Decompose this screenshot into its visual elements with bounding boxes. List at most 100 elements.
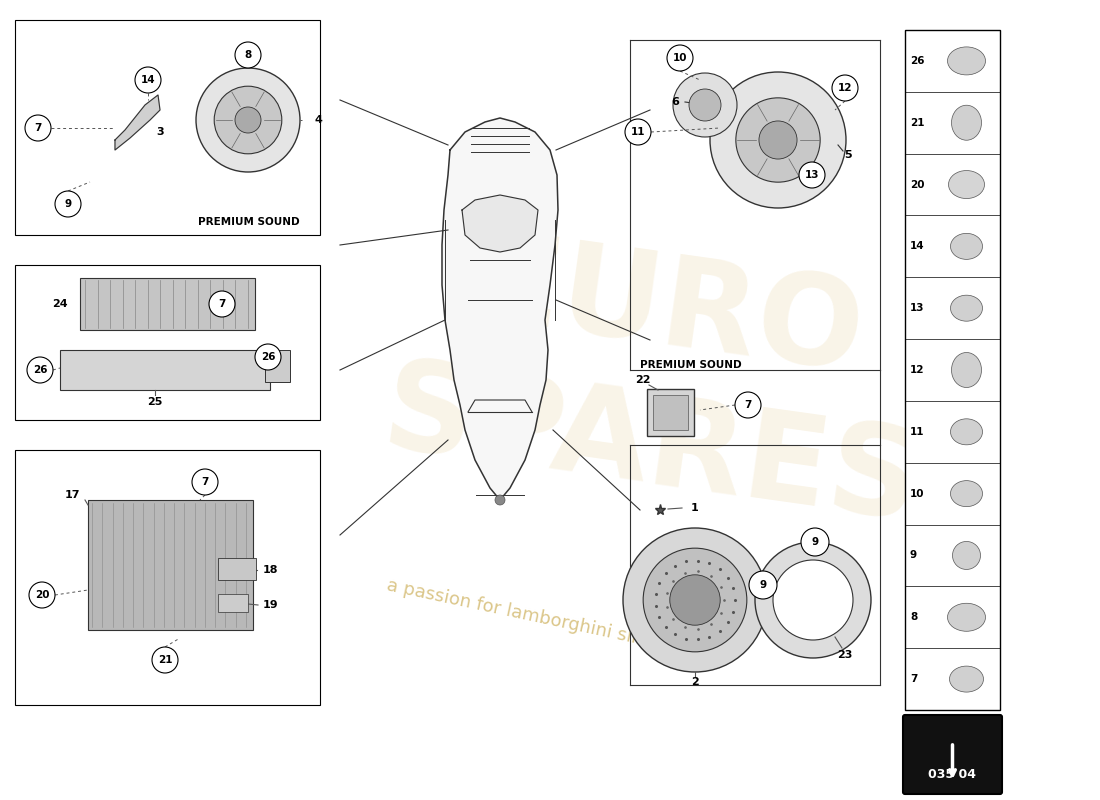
Circle shape	[670, 574, 720, 626]
Text: PREMIUM SOUND: PREMIUM SOUND	[640, 360, 741, 370]
Circle shape	[673, 73, 737, 137]
FancyBboxPatch shape	[218, 594, 248, 612]
Circle shape	[749, 571, 777, 599]
Circle shape	[192, 469, 218, 495]
Text: 18: 18	[262, 565, 277, 575]
Text: 7: 7	[201, 477, 209, 487]
Text: EURO
SPARES: EURO SPARES	[375, 214, 945, 546]
Text: 7: 7	[34, 123, 42, 133]
Circle shape	[196, 68, 300, 172]
Circle shape	[832, 75, 858, 101]
Text: 3: 3	[156, 127, 164, 137]
Polygon shape	[442, 118, 558, 500]
Circle shape	[710, 72, 846, 208]
Text: 7: 7	[218, 299, 226, 309]
FancyBboxPatch shape	[647, 389, 694, 436]
Ellipse shape	[948, 170, 984, 198]
Ellipse shape	[949, 666, 983, 692]
Circle shape	[255, 344, 280, 370]
Text: 12: 12	[838, 83, 853, 93]
FancyBboxPatch shape	[218, 558, 256, 580]
Text: 13: 13	[805, 170, 820, 180]
Text: 24: 24	[52, 299, 68, 309]
Text: 11: 11	[910, 427, 924, 437]
Text: 9: 9	[812, 537, 818, 547]
Text: 11: 11	[630, 127, 646, 137]
Text: a passion for lamborghini since 1985: a passion for lamborghini since 1985	[385, 577, 715, 663]
Text: 7: 7	[745, 400, 751, 410]
Circle shape	[209, 291, 235, 317]
FancyBboxPatch shape	[80, 278, 255, 330]
Circle shape	[235, 107, 261, 133]
Ellipse shape	[950, 234, 982, 259]
Text: 19: 19	[262, 600, 278, 610]
Text: PREMIUM SOUND: PREMIUM SOUND	[198, 217, 300, 227]
Circle shape	[214, 86, 282, 154]
Circle shape	[953, 542, 980, 570]
Ellipse shape	[950, 481, 982, 506]
Text: 8: 8	[244, 50, 252, 60]
Circle shape	[736, 98, 821, 182]
Circle shape	[623, 528, 767, 672]
Text: 9: 9	[65, 199, 72, 209]
Circle shape	[495, 495, 505, 505]
Circle shape	[689, 89, 720, 121]
FancyBboxPatch shape	[60, 350, 270, 390]
Text: 5: 5	[844, 150, 851, 160]
Circle shape	[152, 647, 178, 673]
Circle shape	[799, 162, 825, 188]
Circle shape	[135, 67, 161, 93]
Circle shape	[235, 42, 261, 68]
Circle shape	[735, 392, 761, 418]
Text: 20: 20	[35, 590, 50, 600]
Circle shape	[759, 121, 797, 159]
Text: 26: 26	[33, 365, 47, 375]
Circle shape	[644, 548, 747, 652]
Circle shape	[29, 582, 55, 608]
Text: 4: 4	[315, 115, 322, 125]
Text: 12: 12	[910, 365, 924, 375]
Text: 1: 1	[691, 503, 698, 513]
Text: 14: 14	[141, 75, 155, 85]
FancyBboxPatch shape	[903, 715, 1002, 794]
Polygon shape	[116, 95, 160, 150]
Polygon shape	[462, 195, 538, 252]
Text: 21: 21	[157, 655, 173, 665]
Circle shape	[55, 191, 81, 217]
Circle shape	[25, 115, 51, 141]
FancyBboxPatch shape	[265, 350, 290, 382]
FancyBboxPatch shape	[15, 265, 320, 420]
Text: 9: 9	[910, 550, 917, 561]
FancyBboxPatch shape	[653, 395, 688, 430]
FancyBboxPatch shape	[15, 450, 320, 705]
FancyBboxPatch shape	[15, 20, 320, 235]
Circle shape	[755, 542, 871, 658]
Text: 21: 21	[910, 118, 924, 128]
Text: 17: 17	[64, 490, 79, 500]
Ellipse shape	[947, 47, 986, 75]
Text: 035 04: 035 04	[928, 767, 977, 781]
FancyBboxPatch shape	[88, 500, 253, 630]
Text: 10: 10	[673, 53, 688, 63]
Ellipse shape	[952, 106, 981, 140]
Text: 10: 10	[910, 489, 924, 498]
Text: 25: 25	[147, 397, 163, 407]
Circle shape	[667, 45, 693, 71]
Circle shape	[801, 528, 829, 556]
Text: 6: 6	[671, 97, 679, 107]
Text: 23: 23	[837, 650, 852, 660]
Ellipse shape	[952, 353, 981, 387]
FancyBboxPatch shape	[905, 30, 1000, 710]
Text: 14: 14	[910, 242, 925, 251]
Text: 20: 20	[910, 179, 924, 190]
Circle shape	[28, 357, 53, 383]
Ellipse shape	[950, 419, 982, 445]
Text: 8: 8	[910, 612, 917, 622]
Circle shape	[625, 119, 651, 145]
Circle shape	[773, 560, 852, 640]
Ellipse shape	[947, 603, 986, 631]
Text: 26: 26	[261, 352, 275, 362]
Text: 2: 2	[691, 677, 698, 687]
Text: 26: 26	[910, 56, 924, 66]
Text: 7: 7	[910, 674, 917, 684]
